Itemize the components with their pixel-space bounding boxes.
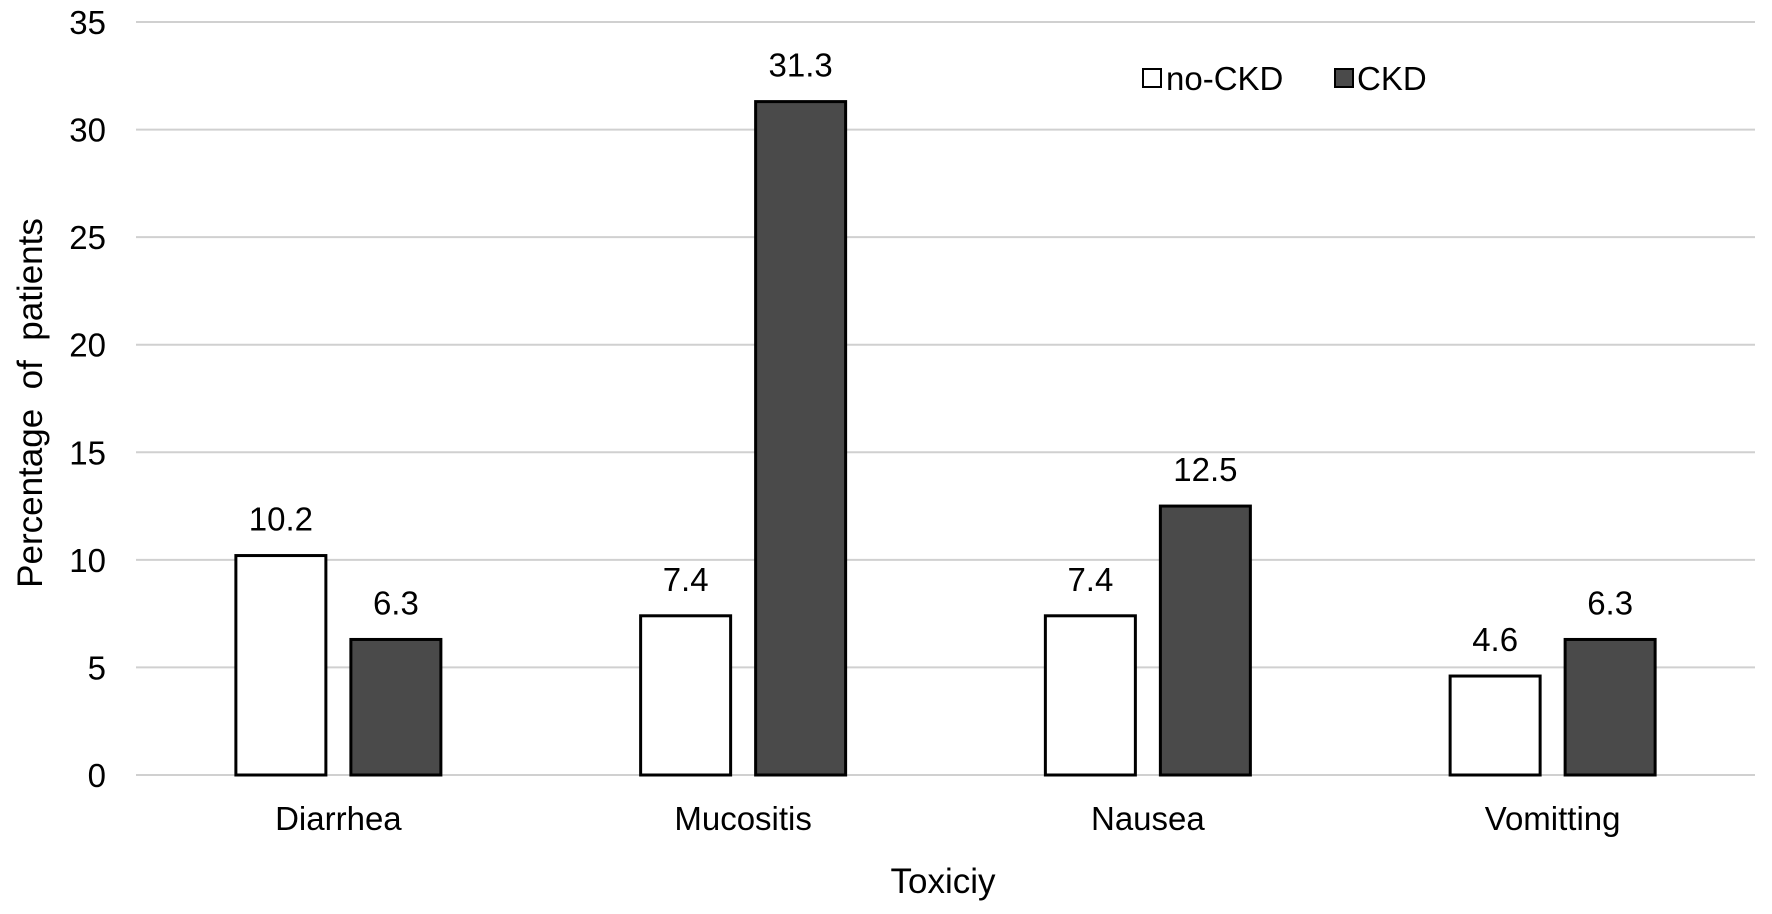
x-axis-categories: Diarrhea Mucositis Nausea Vomitting	[275, 800, 1620, 837]
data-label-ckd-nausea: 12.5	[1173, 451, 1237, 488]
y-axis-title: Percentage of patients	[11, 218, 50, 588]
bar-no-ckd-vomitting	[1448, 674, 1542, 777]
data-label-no-ckd-nausea: 7.4	[1067, 561, 1113, 598]
legend-label-no-ckd: no-CKD	[1166, 60, 1283, 97]
bar-ckd-diarrhea	[349, 637, 443, 777]
bar-no-ckd-diarrhea	[234, 554, 328, 777]
x-tick-label-diarrhea: Diarrhea	[275, 800, 402, 837]
x-tick-label-nausea: Nausea	[1091, 800, 1205, 837]
bar-no-ckd-mucositis	[639, 614, 733, 777]
y-tick-label: 20	[69, 327, 106, 364]
bar-ckd-vomitting	[1563, 637, 1657, 777]
data-label-no-ckd-diarrhea: 10.2	[249, 501, 313, 538]
y-tick-label: 30	[69, 112, 106, 149]
data-label-ckd-mucositis: 31.3	[769, 47, 833, 84]
y-axis-ticks: 0 5 10 15 20 25 30 35	[69, 4, 106, 794]
y-tick-label: 0	[88, 757, 106, 794]
y-tick-label: 10	[69, 542, 106, 579]
y-tick-label: 35	[69, 4, 106, 41]
data-label-no-ckd-mucositis: 7.4	[663, 561, 709, 598]
legend-swatch-ckd	[1334, 68, 1354, 88]
legend-label-ckd: CKD	[1357, 60, 1427, 97]
bar-ckd-mucositis	[754, 100, 848, 777]
x-tick-label-mucositis: Mucositis	[674, 800, 812, 837]
y-tick-label: 15	[69, 434, 106, 471]
legend: no-CKD CKD	[1142, 60, 1427, 97]
bar-no-ckd-nausea	[1043, 614, 1137, 777]
data-labels: 10.2 6.3 7.4 31.3 7.4 12.5 4.6 6.3	[249, 47, 1633, 658]
data-label-no-ckd-vomitting: 4.6	[1472, 621, 1518, 658]
bars	[234, 100, 1657, 777]
data-label-ckd-diarrhea: 6.3	[373, 584, 419, 621]
x-tick-label-vomitting: Vomitting	[1485, 800, 1621, 837]
y-tick-label: 25	[69, 219, 106, 256]
legend-swatch-no-ckd	[1142, 68, 1162, 88]
bar-ckd-nausea	[1158, 504, 1252, 777]
y-tick-label: 5	[88, 649, 106, 686]
data-label-ckd-vomitting: 6.3	[1587, 584, 1633, 621]
x-axis-title: Toxiciy	[890, 862, 996, 901]
